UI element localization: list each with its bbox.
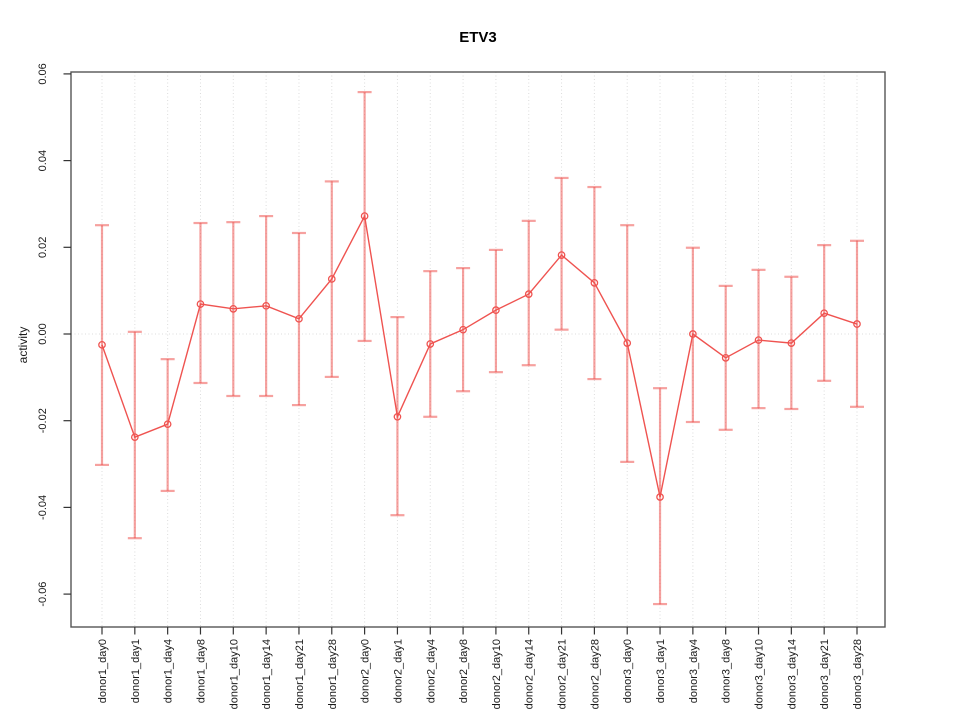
x-tick-label: donor2_day10 [491, 639, 503, 709]
x-tick-label: donor1_day8 [195, 639, 207, 703]
plot-frame [70, 71, 886, 628]
data-point [130, 433, 139, 442]
x-tick-label: donor2_day4 [425, 639, 437, 703]
chart-title: ETV3 [459, 29, 497, 46]
x-tick-label: donor2_day14 [524, 639, 536, 709]
data-point [656, 493, 664, 501]
x-tick-label: donor3_day1 [655, 639, 667, 703]
data-point [754, 336, 763, 344]
data-point [262, 301, 270, 310]
x-tick-label: donor3_day14 [786, 639, 798, 709]
data-point [98, 340, 106, 349]
data-point [820, 309, 829, 318]
axes-layer: -0.06 -0.04 -0.02 0.00 0.02 0.04 0.06 donor1_da… [37, 63, 886, 709]
x-tick-label: donor3_day28 [852, 639, 864, 709]
y-tick-label: 0.04 [37, 150, 49, 171]
x-tick-label: donor1_day28 [327, 639, 339, 709]
x-tick-label: donor2_day1 [392, 639, 404, 703]
x-tick-label: donor1_day14 [261, 639, 273, 709]
data-point [787, 339, 796, 347]
x-tick-label: donor3_day10 [754, 639, 766, 709]
x-tick-label: donor3_day0 [622, 639, 634, 703]
x-tick-label: donor3_day21 [819, 639, 831, 709]
y-tick-label: -0.04 [37, 495, 49, 520]
y-tick-label: -0.06 [37, 582, 49, 607]
data-point [196, 300, 205, 308]
x-tick-label: donor2_day0 [360, 639, 372, 703]
data-point [327, 275, 336, 283]
data-point [492, 306, 500, 315]
y-tick-label: -0.02 [37, 408, 49, 433]
data-point [623, 339, 632, 347]
data-point [459, 325, 467, 334]
data-point [426, 340, 435, 348]
grid-layer [71, 72, 885, 627]
data-point [853, 320, 861, 328]
data-point [163, 420, 172, 429]
x-tick-label: donor1_day1 [130, 639, 142, 703]
data-point [393, 412, 402, 421]
data-point [295, 314, 303, 323]
data-point [721, 353, 730, 362]
y-axis-title: activity [16, 327, 30, 364]
x-tick-label: donor1_day21 [294, 639, 306, 709]
x-tick-label: donor2_day21 [557, 639, 569, 709]
x-tick-label: donor1_day4 [163, 639, 175, 703]
x-tick-label: donor2_day8 [458, 639, 470, 703]
data-point [524, 290, 533, 298]
x-tick-label: donor3_day8 [721, 639, 733, 703]
data-point [360, 212, 369, 220]
y-tick-label: 0.00 [37, 323, 49, 344]
data-point [229, 305, 238, 313]
data-point [590, 278, 599, 287]
x-tick-label: donor1_day10 [228, 639, 240, 709]
data-point [689, 330, 697, 338]
data-layer [95, 91, 864, 606]
data-line [101, 213, 858, 498]
data-point [557, 251, 566, 259]
y-tick-label: 0.02 [37, 237, 49, 258]
x-tick-label: donor2_day28 [589, 639, 601, 709]
x-tick-label: donor1_day0 [97, 639, 109, 703]
x-tick-label: donor3_day4 [688, 639, 700, 703]
y-tick-label: 0.06 [37, 63, 49, 84]
